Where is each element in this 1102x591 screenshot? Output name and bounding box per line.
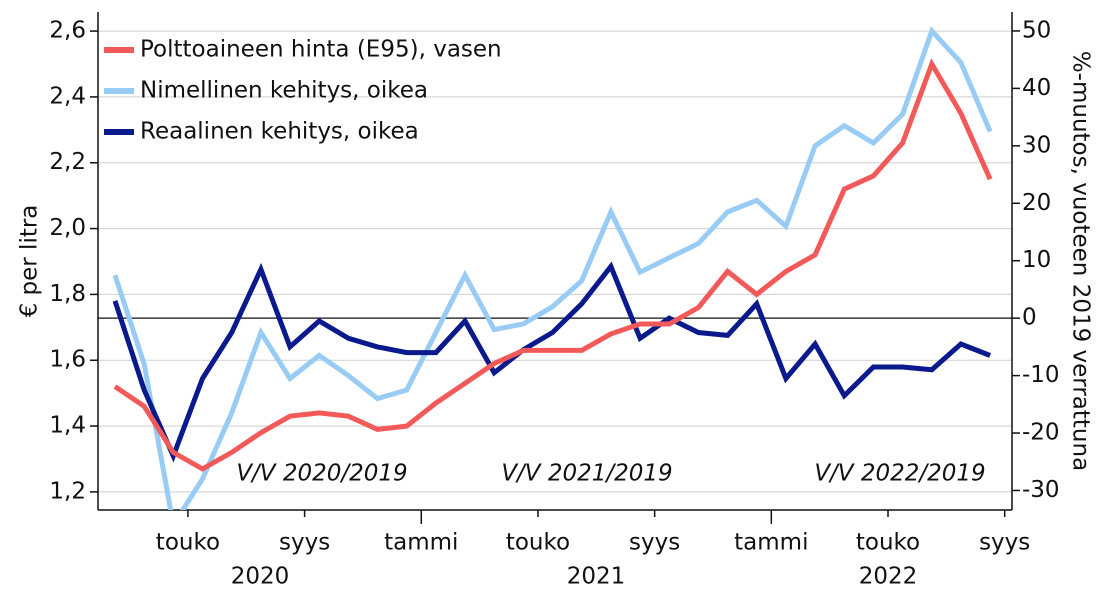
series-line: [113, 58, 993, 472]
legend-label: Polttoaineen hinta (E95), vasen: [140, 37, 502, 63]
y2-tick-label: -10: [1022, 362, 1060, 388]
y2-tick-label: 10: [1022, 247, 1051, 273]
series-line: [112, 26, 993, 510]
x-tick-label: syys: [279, 530, 330, 556]
legend-label: Nimellinen kehitys, oikea: [140, 78, 428, 104]
y-tick-label: 1,4: [49, 413, 86, 439]
annotation: V/V 2021/2019: [501, 461, 672, 487]
y-tick-label: 1,2: [49, 478, 86, 504]
series-line: [112, 261, 992, 463]
y-tick-label: 1,6: [49, 347, 86, 373]
annotation: V/V 2022/2019: [814, 461, 985, 487]
y-tick-label: 2,6: [49, 18, 86, 44]
x-tick-label: syys: [979, 530, 1030, 556]
y2-tick-label: 50: [1022, 17, 1051, 43]
y2-tick-label: 40: [1022, 75, 1051, 101]
x-tick-label: syys: [629, 530, 680, 556]
x-tick-label: tammi: [734, 530, 808, 556]
y2-axis-label: %-muutos, vuoteen 2019 verrattuna: [1068, 51, 1094, 471]
y-tick-label: 1,8: [49, 281, 86, 307]
y-tick-label: 2,2: [49, 149, 86, 175]
y2-tick-label: 30: [1022, 132, 1051, 158]
y2-tick-label: -20: [1022, 420, 1060, 446]
legend-label: Reaalinen kehitys, oikea: [140, 119, 419, 145]
y-tick-label: 2,4: [49, 83, 86, 109]
year-label: 2020: [231, 564, 290, 590]
x-tick-label: touko: [156, 530, 220, 556]
y2-tick-label: 20: [1022, 190, 1051, 216]
year-label: 2022: [859, 564, 918, 590]
y2-tick-label: 0: [1022, 305, 1037, 331]
x-tick-label: touko: [506, 530, 570, 556]
y2-tick-label: -30: [1022, 477, 1060, 503]
year-label: 2021: [567, 564, 626, 590]
y-tick-label: 2,0: [49, 215, 86, 241]
x-tick-label: touko: [856, 530, 920, 556]
annotation: V/V 2020/2019: [236, 461, 407, 487]
plot-lines: [112, 26, 993, 510]
y-axis-label: € per litra: [17, 205, 43, 318]
x-tick-label: tammi: [384, 530, 458, 556]
